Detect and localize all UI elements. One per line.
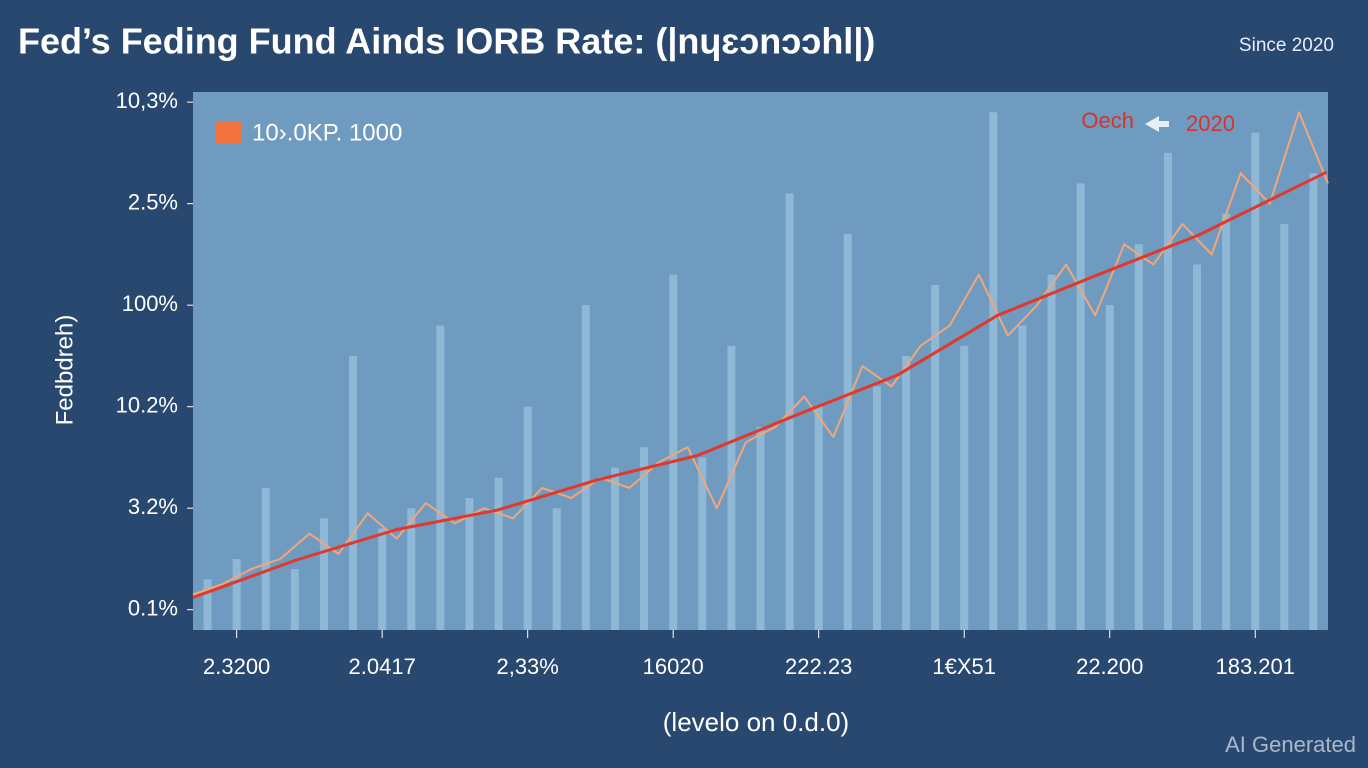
plot xyxy=(192,111,1329,631)
x-tick-label: 2,33% xyxy=(496,654,558,679)
bar xyxy=(902,355,911,630)
bar xyxy=(640,447,649,630)
chart-title: Fed’s Feding Fund Ainds IORB Rate: (|nɥɛ… xyxy=(18,21,875,63)
subtitle: Since 2020 xyxy=(1239,35,1334,56)
legend-swatch xyxy=(216,122,242,144)
bar xyxy=(407,508,416,630)
bar xyxy=(727,345,736,630)
bar xyxy=(261,487,270,630)
bar xyxy=(989,112,998,631)
bar xyxy=(1018,325,1027,630)
bar xyxy=(669,274,678,630)
trend-line xyxy=(192,170,1328,599)
bar xyxy=(378,528,387,630)
x-tick-label: 183.201 xyxy=(1215,654,1295,679)
x-axis-label: (levelo on 0.d.0) xyxy=(663,707,849,737)
bar xyxy=(1193,264,1202,630)
bar xyxy=(843,234,852,630)
y-tick-label: 3.2% xyxy=(128,494,178,519)
annotation: 2020 xyxy=(1186,111,1235,136)
bar xyxy=(1280,223,1289,630)
bar xyxy=(814,406,823,630)
y-tick-label: 10,3% xyxy=(116,88,178,113)
bar xyxy=(960,345,969,630)
data-line xyxy=(192,111,1329,596)
legend-label: 10›.0KP. 1000 xyxy=(252,119,402,146)
y-tick-label: 100% xyxy=(122,291,178,316)
bar xyxy=(1105,305,1114,630)
bar xyxy=(203,579,212,630)
bar xyxy=(698,457,707,630)
x-tick-label: 1€X51 xyxy=(932,654,996,679)
bar xyxy=(872,386,881,630)
bar xyxy=(931,284,940,630)
bar xyxy=(523,406,532,630)
bar xyxy=(581,305,590,630)
x-tick-label: 2.0417 xyxy=(349,654,416,679)
bar xyxy=(465,498,474,630)
y-axis-label: Fedbdreh) xyxy=(51,315,78,426)
x-tick-label: 16020 xyxy=(643,654,704,679)
y-tick-label: 10.2% xyxy=(116,392,178,417)
bar xyxy=(494,477,503,630)
bar xyxy=(1309,173,1318,630)
bar xyxy=(1222,213,1231,630)
watermark: AI Generated xyxy=(1225,732,1356,757)
bar xyxy=(1163,152,1172,631)
x-tick-label: 222.23 xyxy=(785,654,852,679)
bar xyxy=(290,569,299,630)
y-tick-label: 0.1% xyxy=(128,596,178,621)
bar xyxy=(1076,183,1085,630)
bar xyxy=(232,558,241,630)
bar xyxy=(552,508,561,630)
bar xyxy=(1134,244,1143,630)
x-tick-label: 2.3200 xyxy=(203,654,270,679)
bar xyxy=(610,467,619,630)
legend-icon xyxy=(1145,116,1169,132)
legend-label: Oech xyxy=(1081,108,1134,133)
y-tick-label: 2.5% xyxy=(128,189,178,214)
bar xyxy=(756,426,765,630)
bar xyxy=(1047,274,1056,630)
x-tick-label: 22.200 xyxy=(1076,654,1143,679)
bar xyxy=(319,518,328,630)
bar xyxy=(436,325,445,630)
bar xyxy=(1251,132,1260,631)
bar xyxy=(349,355,358,630)
